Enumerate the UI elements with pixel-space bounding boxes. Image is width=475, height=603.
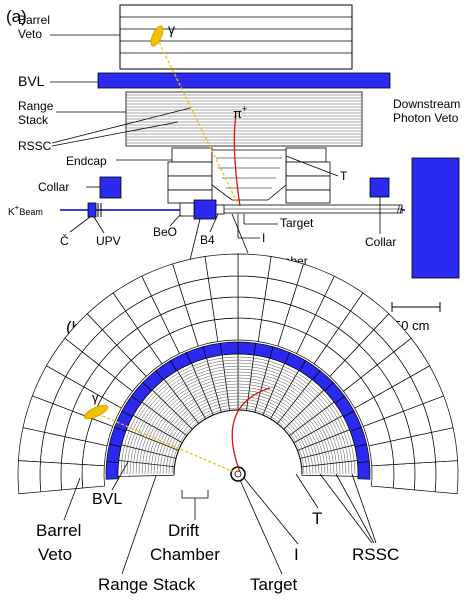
barrel-veto-cell xyxy=(410,431,437,464)
barrel-veto-cell xyxy=(81,464,105,489)
range-stack-layer-arc xyxy=(144,380,332,475)
barrel-veto-cell xyxy=(207,275,239,300)
endcap-left xyxy=(167,147,213,204)
barrel-veto-cell xyxy=(392,462,416,491)
label-collar-right: Collar xyxy=(365,235,396,249)
range-stack-layer-arc xyxy=(129,365,347,475)
target-ring xyxy=(230,466,246,482)
photon-cluster-a xyxy=(150,25,164,47)
barrel-veto-cell xyxy=(18,427,45,463)
label-downstream-1: Downstream xyxy=(393,97,460,111)
barrel-veto-cell xyxy=(214,317,239,342)
barrel-veto-cell xyxy=(39,461,63,493)
barrel-veto-cell xyxy=(39,431,66,464)
label-drift-b-2: Chamber xyxy=(150,545,220,564)
pi-label-a: π+ xyxy=(233,104,247,121)
barrel-veto-cell xyxy=(371,464,395,489)
photon-cluster-b xyxy=(83,404,109,420)
endcap-inner xyxy=(211,149,287,201)
label-barrel-veto-1: Barrel xyxy=(18,13,50,27)
label-barrel-veto-b-1: Barrel xyxy=(36,521,81,540)
barrel-veto-modules xyxy=(17,253,459,495)
label-i-a: I xyxy=(262,231,265,245)
panel-b-end-view: (b) 50 cm γ BVL Barrel Veto Drift Chambe… xyxy=(17,253,459,594)
range-stack-block xyxy=(125,91,363,147)
bvl-cell xyxy=(219,341,239,356)
barrel-veto-cell xyxy=(431,427,458,463)
barrel-veto-cell xyxy=(17,460,42,495)
label-bvl-a: BVL xyxy=(18,73,45,89)
barrel-veto-cell xyxy=(237,317,262,342)
label-rssc-b: RSSC xyxy=(352,545,399,564)
range-stack-layers xyxy=(117,353,359,477)
barrel-veto-cell xyxy=(60,436,86,465)
range-stack-layer-arc xyxy=(120,356,356,475)
ad-block xyxy=(193,199,217,220)
break-mark: // xyxy=(397,205,403,216)
bvl-cell xyxy=(237,341,257,356)
barrel-veto-cell xyxy=(434,460,459,495)
label-endcap: Endcap xyxy=(66,154,107,168)
gamma-label-a: γ xyxy=(168,21,175,37)
beam-label: K+Beam xyxy=(8,203,43,218)
barrel-veto-cell xyxy=(237,275,269,300)
gamma-label-b: γ xyxy=(92,390,99,405)
label-range-stack-b: Range Stack xyxy=(98,575,196,594)
panel-a-side-view: (a) xyxy=(6,4,460,279)
label-target-a: Target xyxy=(280,216,314,230)
barrel-veto-cell xyxy=(413,461,437,493)
collar-left-block xyxy=(99,176,122,199)
barrel-veto-cell xyxy=(237,253,272,279)
label-t-a: T xyxy=(340,169,348,183)
beo-block xyxy=(179,202,195,217)
barrel-veto-cell xyxy=(81,440,108,467)
label-i-b: I xyxy=(294,545,299,564)
range-stack-layer-arc xyxy=(141,377,335,475)
collar-right-block xyxy=(369,177,390,198)
range-stack-layer-arc xyxy=(126,362,350,475)
bvl-cell xyxy=(357,461,371,480)
panel-a-tag: (a) xyxy=(6,7,27,26)
range-stack-layer-arc xyxy=(159,395,317,475)
label-drift-b-1: Drift xyxy=(168,521,199,540)
label-b4: B4 xyxy=(200,233,215,247)
b4-block xyxy=(215,204,225,215)
photon-track-a xyxy=(156,37,239,205)
label-upv: UPV xyxy=(96,234,121,248)
label-target-b: Target xyxy=(250,575,298,594)
range-stack-layer-arc xyxy=(156,392,320,475)
range-stack-layer-arc xyxy=(153,389,323,475)
endcap-right xyxy=(285,147,331,204)
label-barrel-veto-b-2: Veto xyxy=(38,545,72,564)
upv-block xyxy=(87,202,97,218)
label-range-stack-1: Range xyxy=(18,99,54,113)
label-beo: BeO xyxy=(153,225,177,239)
barrel-veto-cell xyxy=(60,462,84,491)
range-stack-layer-arc xyxy=(138,374,338,475)
range-stack-layer-arc xyxy=(150,386,326,475)
label-range-stack-2: Stack xyxy=(18,113,49,127)
bvl-bar xyxy=(97,72,391,89)
label-bvl-b: BVL xyxy=(92,491,122,508)
barrel-veto-cell xyxy=(210,296,239,321)
range-stack-layer-arc xyxy=(123,359,353,475)
label-c-check: Č xyxy=(60,233,69,248)
range-stack-layer-arc xyxy=(135,371,341,475)
label-downstream-2: Photon Veto xyxy=(393,111,459,125)
bvl-cell xyxy=(105,461,119,480)
range-stack-layer-arc xyxy=(147,383,329,475)
barrel-veto-cell xyxy=(204,253,239,279)
label-collar-left: Collar xyxy=(38,180,69,194)
label-rssc-a: RSSC xyxy=(18,139,52,153)
label-barrel-veto-2: Veto xyxy=(18,27,42,41)
pion-track-a xyxy=(233,114,241,207)
label-t-b: T xyxy=(312,509,322,528)
barrel-veto-cell xyxy=(237,296,266,321)
pion-track-b xyxy=(231,387,271,473)
downstream-photon-veto-block xyxy=(411,157,460,279)
barrel-veto-cell xyxy=(390,436,416,465)
range-stack-layer-arc xyxy=(132,368,344,475)
